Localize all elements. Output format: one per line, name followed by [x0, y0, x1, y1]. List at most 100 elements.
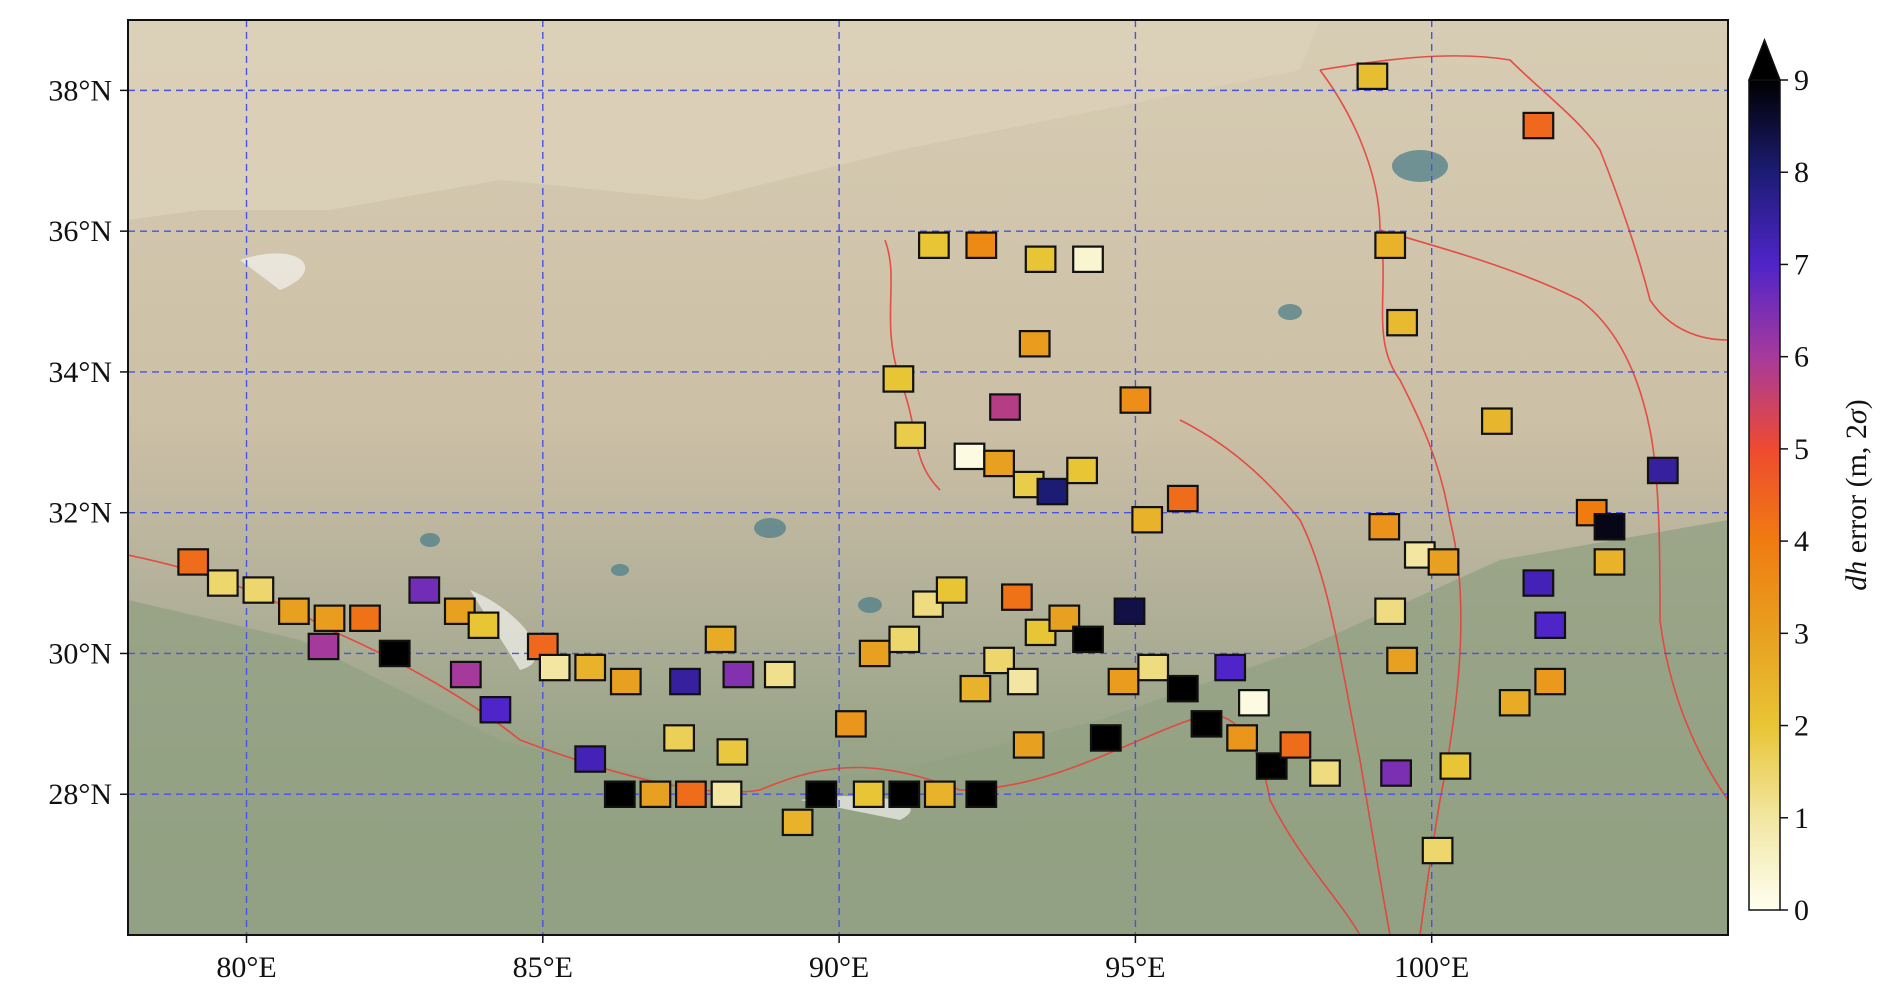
glacier-cell	[1522, 569, 1555, 597]
x-tick-label: 95°E	[1105, 951, 1165, 984]
glacier-cell	[1480, 407, 1513, 435]
colorbar-tick-label: 6	[1794, 341, 1809, 374]
glacier-cell	[1190, 710, 1223, 738]
basemap-desert	[128, 20, 1320, 220]
glacier-cell	[177, 548, 210, 576]
colorbar-label-close: )	[1840, 399, 1873, 409]
x-tick-label: 85°E	[513, 951, 573, 984]
glacier-cell	[1386, 308, 1419, 337]
glacier-cell	[1593, 512, 1626, 541]
colorbar: 0 1 2 3 4 5 6 7 8 9 dh error (m, 2σ)	[1747, 37, 1873, 927]
glacier-cell	[1166, 674, 1199, 703]
glacier-cell	[378, 639, 411, 668]
glacier-cell	[1386, 646, 1419, 675]
map-panel	[128, 20, 1728, 935]
glacier-cells	[177, 62, 1679, 865]
y-tick-label: 36°N	[48, 215, 112, 248]
glacier-cell	[663, 724, 695, 752]
glacier-cell	[710, 780, 743, 808]
y-tick-label: 32°N	[48, 497, 112, 530]
glacier-cell	[1072, 245, 1104, 274]
glacier-cell	[1575, 498, 1608, 527]
glacier-cell	[1107, 667, 1140, 696]
glacier-cell	[1024, 245, 1057, 274]
colorbar-tick-label: 1	[1794, 802, 1809, 835]
glacier-cell	[781, 808, 814, 837]
glacier-cell	[1368, 512, 1401, 541]
glacier-cell	[1214, 653, 1247, 682]
glacier-cell	[989, 393, 1021, 421]
glacier-cell	[1646, 456, 1679, 485]
glacier-cell	[1237, 688, 1270, 717]
glacier-cell	[923, 780, 956, 808]
colorbar-ticks: 0 1 2 3 4 5 6 7 8 9	[1780, 64, 1809, 927]
y-tick-label: 38°N	[48, 74, 112, 107]
glacier-cell	[1226, 724, 1259, 752]
x-tick-label: 80°E	[216, 951, 276, 984]
glacier-cell	[888, 625, 921, 654]
glacier-cell	[1000, 583, 1033, 611]
glacier-cell	[574, 653, 607, 682]
colorbar-tick-label: 9	[1794, 64, 1809, 97]
glacier-cell	[349, 604, 381, 632]
glacier-cell	[467, 611, 500, 639]
glacier-cell	[1119, 386, 1152, 414]
colorbar-label-sigma: σ	[1840, 408, 1873, 424]
glacier-cell	[965, 231, 998, 260]
glacier-cell	[1439, 752, 1472, 780]
glacier-cell	[1421, 836, 1454, 865]
glacier-cell	[206, 569, 239, 597]
glacier-cell	[953, 442, 986, 471]
glacier-cell	[313, 604, 346, 632]
glacier-cell	[965, 780, 998, 808]
glacier-cell	[858, 639, 891, 668]
glacier-cell	[983, 449, 1015, 478]
glacier-cell	[408, 576, 441, 604]
glacier-cell	[959, 674, 992, 703]
glacier-cell	[1380, 759, 1413, 787]
glacier-cell	[609, 667, 642, 696]
colorbar-extend-arrow	[1747, 37, 1782, 81]
glacier-cell	[603, 780, 636, 808]
x-tick-label: 90°E	[809, 951, 869, 984]
colorbar-tick-label: 7	[1794, 248, 1809, 281]
y-tick-label: 30°N	[48, 637, 112, 670]
colorbar-label: dh error (m, 2σ)	[1840, 399, 1873, 590]
glacier-cell	[805, 780, 838, 808]
y-tick-label: 28°N	[48, 778, 112, 811]
glacier-cell	[242, 576, 275, 604]
y-axis-ticks: 28°N 30°N 32°N 34°N 36°N 38°N	[48, 74, 128, 811]
x-axis-ticks: 80°E 85°E 90°E 95°E 100°E	[216, 935, 1469, 984]
glacier-cell	[1279, 731, 1312, 759]
glacier-cell	[1356, 62, 1389, 90]
glacier-cell	[1036, 477, 1069, 506]
glacier-cell	[1374, 231, 1407, 260]
glacier-cell	[669, 667, 701, 696]
glacier-cell	[722, 660, 755, 689]
glacier-cell	[935, 576, 968, 604]
glacier-cell	[1006, 667, 1039, 696]
glacier-cell	[1593, 548, 1626, 576]
colorbar-tick-label: 4	[1794, 525, 1809, 558]
glacier-cell	[1534, 667, 1567, 696]
basemap-lakes	[420, 150, 1448, 613]
colorbar-tick-label: 0	[1794, 894, 1809, 927]
glacier-cell	[716, 738, 749, 766]
colorbar-tick-label: 2	[1794, 710, 1809, 743]
glacier-cell	[763, 660, 796, 689]
glacier-cell	[1131, 506, 1164, 534]
glacier-cell	[1089, 724, 1122, 752]
glacier-cell	[1534, 611, 1567, 639]
glacier-cell	[1166, 484, 1199, 513]
basemap-lowlands	[128, 520, 1728, 935]
colorbar-gradient	[1748, 79, 1781, 911]
glacier-cell	[639, 780, 672, 808]
colorbar-label-rest: error (m, 2	[1840, 424, 1873, 561]
glacier-cell	[1137, 653, 1170, 682]
glacier-cell	[917, 231, 950, 260]
graticule	[128, 20, 1728, 935]
colorbar-tick-label: 3	[1794, 617, 1809, 650]
glacier-cell	[449, 660, 482, 689]
glacier-cell	[1374, 597, 1407, 625]
